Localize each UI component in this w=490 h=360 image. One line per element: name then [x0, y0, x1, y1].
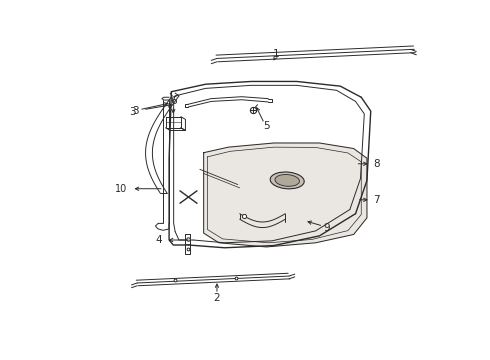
Text: 3: 3: [132, 106, 139, 116]
Text: 10: 10: [115, 184, 127, 194]
Ellipse shape: [270, 172, 304, 189]
Text: 8: 8: [373, 159, 380, 169]
Ellipse shape: [275, 175, 299, 186]
Text: 1: 1: [272, 49, 279, 59]
Text: 6: 6: [170, 96, 176, 107]
Text: 5: 5: [263, 121, 270, 131]
Text: 3: 3: [129, 107, 136, 117]
Text: 7: 7: [373, 195, 380, 205]
Text: 2: 2: [214, 293, 220, 303]
Polygon shape: [204, 143, 367, 247]
Text: 9: 9: [324, 223, 330, 233]
Text: 4: 4: [156, 235, 163, 245]
